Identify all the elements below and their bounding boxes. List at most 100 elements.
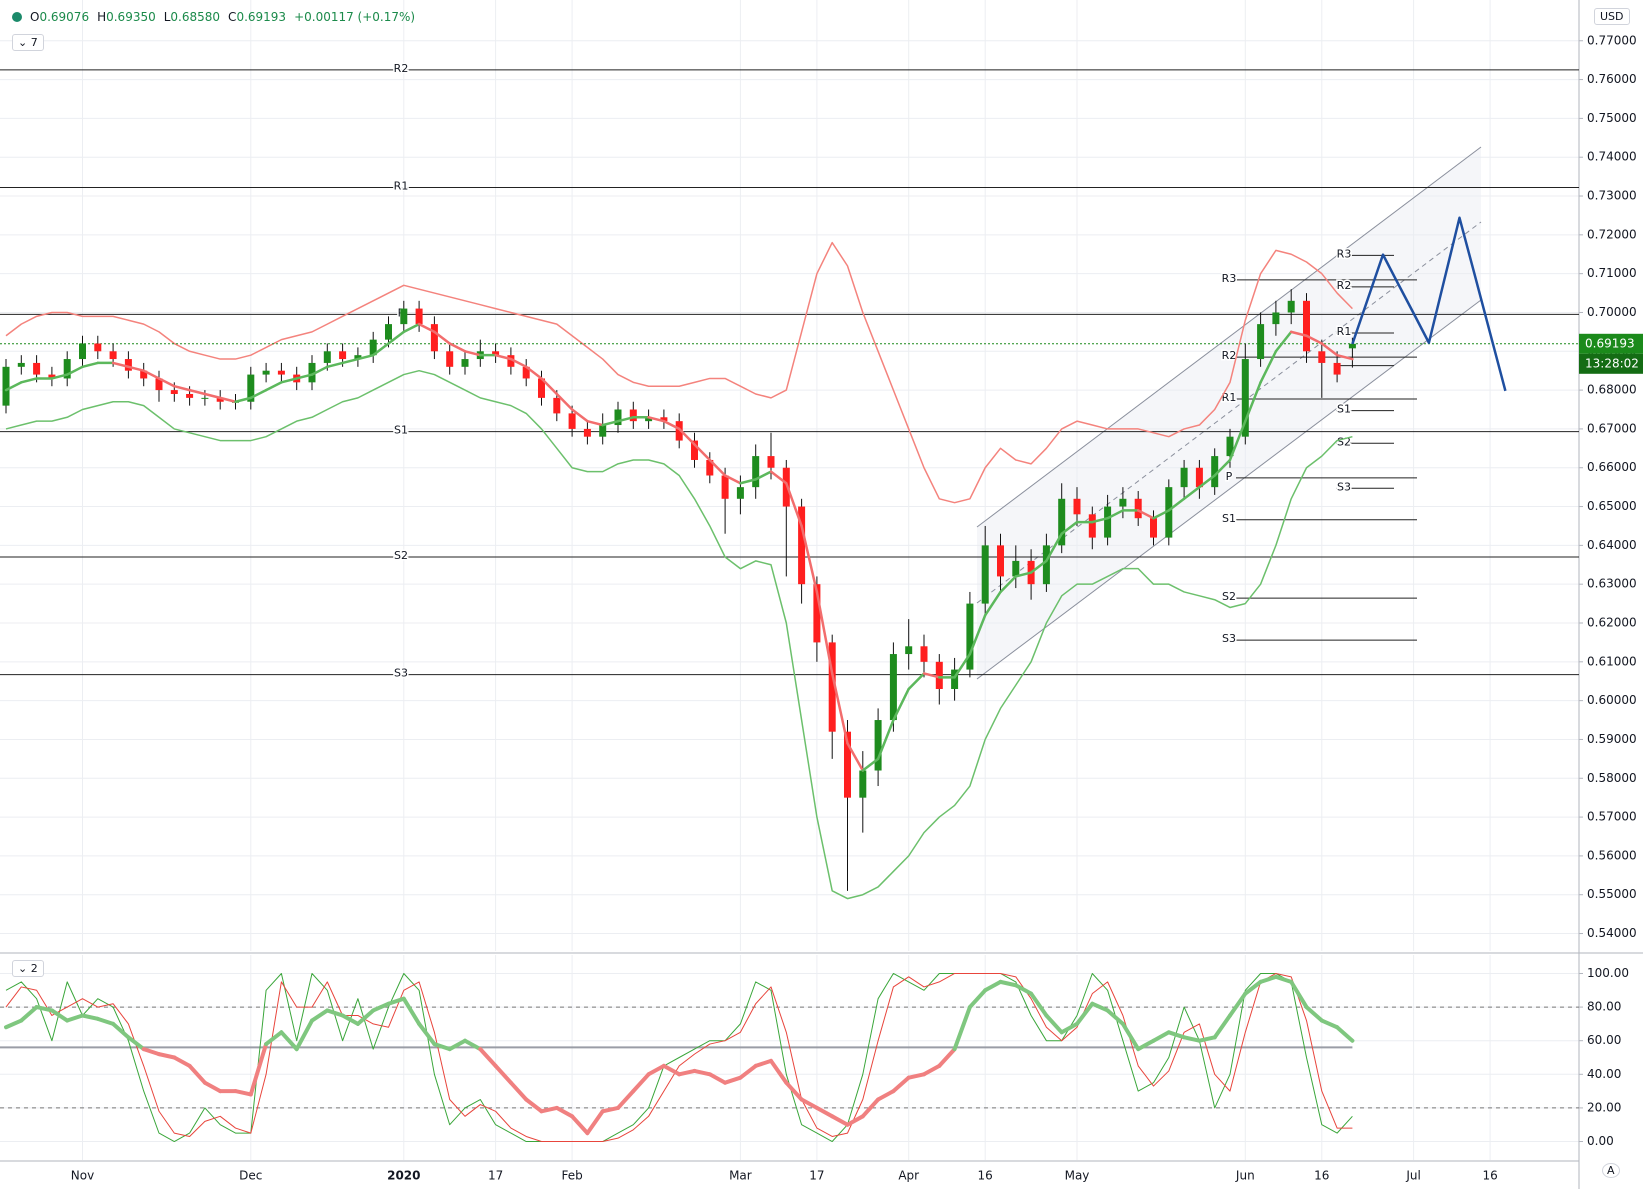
moving-average	[968, 613, 987, 656]
oscillator-main	[600, 1105, 620, 1114]
legend-value: 0.68580	[170, 10, 221, 24]
moving-average	[830, 672, 849, 745]
candle-body	[1104, 506, 1112, 538]
ohlc-legend: O0.69076 H0.69350 L0.68580 C0.69193 +0.00117…	[12, 10, 415, 24]
currency-button[interactable]: USD	[1594, 8, 1630, 25]
candle-body	[752, 456, 760, 488]
candle-body	[1257, 324, 1265, 360]
candle-body	[1226, 436, 1234, 457]
oscillator-main	[738, 1063, 758, 1080]
y-tick-label: 0.63000	[1587, 577, 1637, 591]
pivot-label: S3	[394, 667, 408, 680]
moving-average	[1045, 532, 1063, 563]
auto-scale-button[interactable]: A	[1602, 1163, 1620, 1178]
moving-average	[1136, 509, 1155, 520]
last-price-label: 0.69193	[1585, 336, 1635, 350]
legend-item: C0.69193	[228, 10, 286, 24]
moving-average	[249, 388, 268, 400]
oscillator-main	[1044, 1013, 1064, 1035]
y-tick-label: 0.76000	[1587, 72, 1637, 86]
y-tick-label: 0.61000	[1587, 654, 1637, 668]
x-tick-label: 17	[488, 1169, 503, 1183]
moving-average	[188, 388, 207, 396]
oscillator-main	[692, 1068, 712, 1077]
indicator-toggle[interactable]: ⌄ 7	[12, 34, 44, 51]
candle-body	[1134, 498, 1142, 519]
pivot-label: S3	[1337, 480, 1351, 493]
oscillator-main	[508, 1080, 529, 1102]
y-tick-label: 0.64000	[1587, 538, 1637, 552]
oscillator-main	[65, 1013, 85, 1023]
moving-average	[785, 482, 803, 528]
pivot-label: S1	[1222, 512, 1236, 525]
moving-average	[1213, 458, 1232, 477]
lower-band	[5, 369, 1353, 900]
oscillator-main	[860, 1097, 881, 1119]
moving-average	[570, 408, 589, 423]
candle-body	[415, 308, 423, 325]
y-tick-label: 0.57000	[1587, 810, 1637, 824]
currency: USD	[1600, 10, 1624, 23]
candle-body	[599, 425, 607, 437]
oscillator-main	[202, 1080, 223, 1094]
candle-body	[48, 374, 56, 379]
channel-upper	[976, 146, 1482, 528]
candle-body	[1150, 518, 1157, 538]
legend-label: H	[97, 10, 107, 24]
candle-body	[1348, 343, 1356, 349]
candle-body	[1012, 560, 1020, 577]
candle-body	[859, 770, 867, 798]
candle-body	[553, 397, 561, 414]
moving-average	[677, 427, 696, 446]
candle-body	[247, 374, 255, 402]
moving-average	[953, 652, 972, 679]
oscillator-main	[248, 1042, 269, 1097]
y-tick-label: 0.66000	[1587, 460, 1637, 474]
oscillator-main	[922, 1063, 942, 1077]
x-tick-label: Feb	[561, 1169, 582, 1183]
pivot-label: R3	[1337, 247, 1352, 260]
moving-average	[1198, 474, 1216, 489]
oscillator-main	[1090, 1001, 1110, 1013]
oscillator-main	[799, 1097, 819, 1110]
candle-body	[660, 417, 668, 422]
candle-body	[538, 378, 545, 398]
moving-average	[50, 373, 69, 380]
candle-body	[568, 413, 576, 429]
oscillator-main	[371, 1001, 391, 1013]
candle-body	[308, 362, 316, 383]
candle-body	[492, 351, 500, 356]
y-tick-label: 0.58000	[1587, 771, 1637, 785]
candle-body	[1195, 467, 1203, 488]
oscillator-main	[906, 1072, 926, 1080]
oscillator-main	[753, 1058, 773, 1068]
pivot-label: S2	[1222, 590, 1236, 603]
moving-average	[157, 377, 176, 388]
oscillator-main	[111, 1021, 131, 1040]
moving-average	[1320, 342, 1339, 357]
moving-average	[1259, 350, 1278, 384]
oscillator-toggle[interactable]: ⌄ 2	[12, 960, 44, 977]
candle-body	[675, 421, 683, 441]
candle-body	[1058, 498, 1066, 546]
moving-average	[264, 381, 283, 392]
moving-average	[540, 377, 559, 396]
candle-body	[828, 642, 836, 732]
pivot-label: R2	[394, 62, 409, 75]
candle-body	[1287, 300, 1295, 313]
moving-average	[234, 396, 253, 403]
moving-average	[999, 575, 1018, 594]
channel-lower	[976, 299, 1482, 680]
oscillator-main	[876, 1089, 896, 1102]
candle-body	[94, 343, 102, 352]
moving-average	[310, 365, 329, 376]
candle-body	[507, 355, 515, 367]
oscillator-main	[769, 1058, 789, 1085]
x-tick-label: Jun	[1235, 1169, 1255, 1183]
pivot-label: S2	[394, 549, 408, 562]
oscillator-main	[784, 1080, 804, 1102]
x-tick-label: Mar	[729, 1169, 752, 1183]
moving-average	[20, 377, 38, 384]
projection-line	[1351, 216, 1507, 392]
